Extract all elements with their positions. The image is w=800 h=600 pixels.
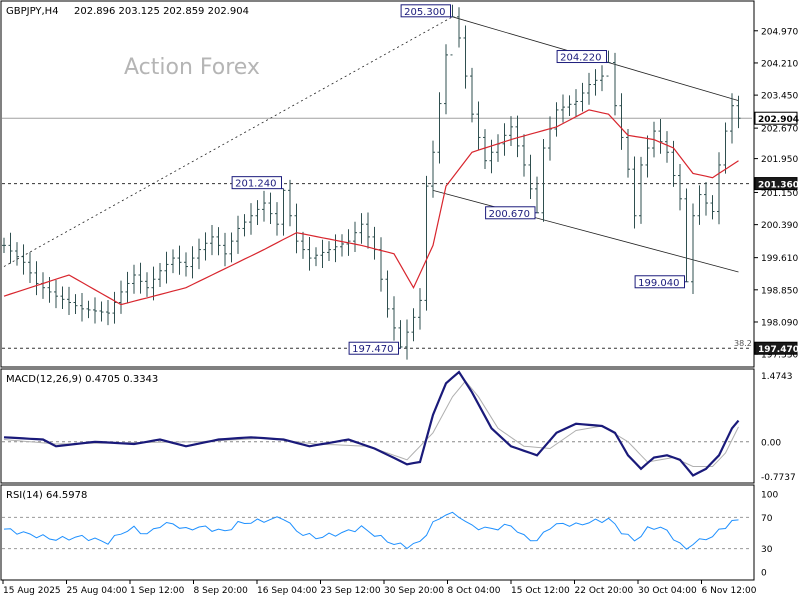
price-tick-label: 204.210 [761, 59, 798, 69]
macd-label: MACD(12,26,9) 0.4705 0.3343 [6, 374, 158, 385]
annotation-box [634, 275, 685, 289]
annotation-box [556, 50, 607, 64]
time-tick-label: 22 Oct 20:00 [575, 586, 634, 596]
current-price-text: 202.904 [758, 115, 799, 125]
fib-label: 38.2 [734, 339, 752, 348]
time-tick-label: 6 Nov 12:00 [702, 586, 757, 596]
rsi-tick-label: 30 [761, 545, 773, 555]
price-panel-frame [0, 0, 755, 368]
current-price-box [754, 111, 798, 125]
level-marker-box [754, 177, 798, 191]
macd-panel-frame [0, 368, 755, 484]
watermark: Action Forex [124, 55, 260, 80]
price-tick-label: 197.330 [761, 351, 798, 361]
macd-tick-label: -0.7737 [761, 473, 796, 483]
price-tick-label: 203.450 [761, 92, 798, 102]
macd-tick-label: 0.00 [761, 438, 781, 448]
price-tick-label: 200.390 [761, 221, 798, 231]
time-tick-label: 15 Aug 2025 [3, 586, 61, 596]
time-tick-label: 23 Sep 12:00 [321, 586, 381, 596]
annotation-label: 199.040 [638, 278, 679, 289]
rsi-label: RSI(14) 64.5978 [6, 490, 87, 501]
annotation-label: 204.220 [560, 53, 601, 64]
price-tick-label: 202.670 [761, 125, 798, 135]
annotation-box [485, 206, 536, 220]
annotation-box [400, 4, 452, 18]
rsi-tick-label: 100 [761, 491, 778, 501]
time-tick-label: 8 Sep 20:00 [194, 586, 249, 596]
time-tick-label: 25 Aug 04:00 [67, 586, 128, 596]
annotation-label: 201.240 [235, 179, 276, 190]
price-tick-label: 201.150 [761, 189, 798, 199]
time-tick-label: 30 Oct 04:00 [638, 586, 697, 596]
price-tick-label: 204.970 [761, 27, 798, 37]
time-tick-label: 8 Oct 04:00 [448, 586, 501, 596]
low-marker-text: 197.470 [758, 345, 799, 355]
rsi-panel-frame [0, 484, 755, 581]
time-tick-label: 30 Sep 20:00 [384, 586, 444, 596]
annotation-label: 200.670 [489, 209, 530, 220]
rsi-line [3, 511, 739, 550]
dotted-trend-line [3, 16, 453, 267]
price-tick-label: 198.090 [761, 318, 798, 328]
level-marker-text: 201.360 [758, 181, 799, 191]
rsi-tick-label: 0 [761, 569, 767, 579]
annotation-box [348, 341, 400, 355]
rsi-tick-label: 70 [761, 514, 773, 524]
macd-line [3, 370, 740, 477]
annotation-box [231, 176, 283, 190]
ohlc-readout: 202.896 203.125 202.859 202.904 [74, 6, 249, 17]
annotation-label: 205.300 [404, 7, 445, 18]
time-tick-label: 16 Sep 04:00 [257, 586, 317, 596]
symbol-header: GBPJPY,H4 [6, 6, 59, 17]
price-tick-label: 199.610 [761, 254, 798, 264]
low-marker-box [754, 341, 798, 355]
annotation-label: 197.470 [352, 344, 393, 355]
price-tick-label: 198.850 [761, 286, 798, 296]
time-tick-label: 15 Oct 12:00 [511, 586, 570, 596]
channel-lower-line [432, 189, 739, 273]
price-tick-label: 201.950 [761, 155, 798, 165]
time-tick-label: 1 Sep 12:00 [130, 586, 185, 596]
macd-tick-label: 1.4743 [761, 372, 793, 382]
moving-average-line [3, 109, 739, 306]
